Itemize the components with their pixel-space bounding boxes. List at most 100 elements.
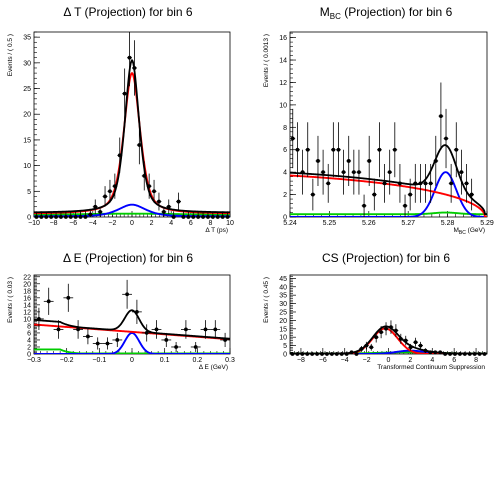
- x-tick-label: −4: [89, 220, 97, 227]
- y-tick-label: 20: [23, 112, 31, 119]
- data-point: [127, 55, 132, 60]
- data-point: [418, 343, 423, 348]
- x-tick-label: 4: [169, 220, 173, 227]
- data-point: [464, 181, 469, 186]
- x-tick-label: 5.29: [480, 220, 494, 227]
- data-point: [334, 352, 339, 356]
- data-point: [290, 136, 295, 141]
- data-point: [387, 170, 392, 175]
- data-point: [346, 159, 351, 163]
- chart-title: MBC (Projection) for bin 6: [320, 5, 453, 21]
- data-point: [469, 192, 474, 197]
- x-tick-label: 0.1: [160, 357, 170, 364]
- data-point: [300, 352, 305, 356]
- y-tick-label: 10: [23, 316, 31, 323]
- curve-background: [290, 211, 487, 216]
- y-tick-label: 25: [23, 86, 31, 93]
- data-point: [310, 352, 315, 356]
- y-tick-label: 20: [23, 281, 31, 288]
- y-tick-label: 20: [279, 318, 287, 325]
- y-tick-label: 10: [279, 335, 287, 342]
- data-point: [331, 147, 336, 152]
- panel-1: Δ T (Projection) for bin 605101520253035…: [7, 5, 234, 234]
- data-point: [34, 215, 39, 219]
- data-point: [423, 181, 428, 186]
- data-point: [117, 153, 122, 158]
- data-point: [357, 170, 361, 175]
- y-tick-label: 10: [279, 102, 287, 109]
- data-point: [305, 147, 310, 152]
- y-tick-label: 0: [27, 352, 31, 359]
- x-axis-label-rest: (GeV): [466, 227, 485, 234]
- data-point: [382, 181, 387, 186]
- data-point: [300, 170, 305, 175]
- x-tick-label: 0: [387, 357, 391, 364]
- data-point: [37, 316, 41, 321]
- y-tick-label: 0: [27, 215, 31, 222]
- data-point: [433, 159, 438, 163]
- data-point: [448, 352, 452, 356]
- data-point: [336, 147, 341, 152]
- x-axis-label-subscript: BC: [459, 230, 466, 236]
- data-point: [125, 292, 129, 297]
- data-point: [135, 309, 139, 314]
- data-point: [372, 192, 377, 197]
- data-point: [443, 352, 448, 356]
- data-point: [184, 327, 188, 332]
- x-tick-label: −6: [69, 220, 77, 227]
- data-point: [462, 352, 467, 356]
- data-point: [477, 352, 482, 356]
- y-tick-label: 4: [27, 337, 31, 344]
- data-point: [201, 215, 205, 219]
- x-tick-label: −6: [319, 357, 327, 364]
- y-axis-label: Events / ( 0.03 ): [7, 277, 14, 323]
- data-point: [54, 215, 58, 219]
- data-point: [49, 215, 54, 219]
- chart-title: Δ T (Projection) for bin 6: [63, 5, 193, 19]
- data-point: [157, 199, 161, 204]
- data-point: [295, 352, 300, 356]
- panel-3: Δ E (Projection) for bin 602468101214161…: [7, 251, 235, 371]
- x-tick-label: −0.1: [92, 357, 106, 364]
- x-tick-label: 8: [474, 357, 478, 364]
- plot-frame: [289, 274, 488, 355]
- data-point: [206, 215, 210, 219]
- data-point: [103, 194, 107, 199]
- data-point: [458, 352, 462, 356]
- chart-title: Δ E (Projection) for bin 6: [63, 251, 193, 265]
- data-point: [115, 338, 120, 342]
- data-point: [377, 147, 382, 152]
- x-tick-label: −0.3: [27, 357, 41, 364]
- data-point: [389, 325, 393, 330]
- x-tick-label: 2: [150, 220, 154, 227]
- data-point: [438, 350, 443, 355]
- data-point: [384, 326, 388, 331]
- data-point: [142, 173, 147, 178]
- x-tick-label: 0.2: [192, 357, 202, 364]
- data-point: [316, 159, 320, 163]
- data-point: [321, 170, 325, 175]
- data-point: [95, 341, 100, 346]
- data-point: [68, 215, 73, 219]
- data-point: [59, 215, 63, 219]
- data-point: [339, 352, 344, 356]
- curve-total: [34, 309, 230, 340]
- chart-title-rest: (Projection) for bin 6: [341, 5, 453, 19]
- x-tick-label: −4: [341, 357, 349, 364]
- data-point: [320, 352, 324, 356]
- data-point: [459, 170, 464, 175]
- x-tick-label: 2: [408, 357, 412, 364]
- x-tick-label: 5.27: [401, 220, 415, 227]
- data-point: [147, 184, 152, 189]
- y-tick-label: 0: [283, 215, 287, 222]
- x-tick-label: 0: [130, 220, 134, 227]
- data-point: [191, 215, 196, 219]
- data-point: [413, 340, 418, 345]
- x-tick-label: 4: [430, 357, 434, 364]
- data-point: [472, 352, 477, 356]
- x-tick-label: −8: [297, 357, 305, 364]
- curve-background: [34, 212, 230, 216]
- data-point: [76, 327, 80, 332]
- y-tick-label: 25: [279, 309, 287, 316]
- data-point: [379, 330, 384, 335]
